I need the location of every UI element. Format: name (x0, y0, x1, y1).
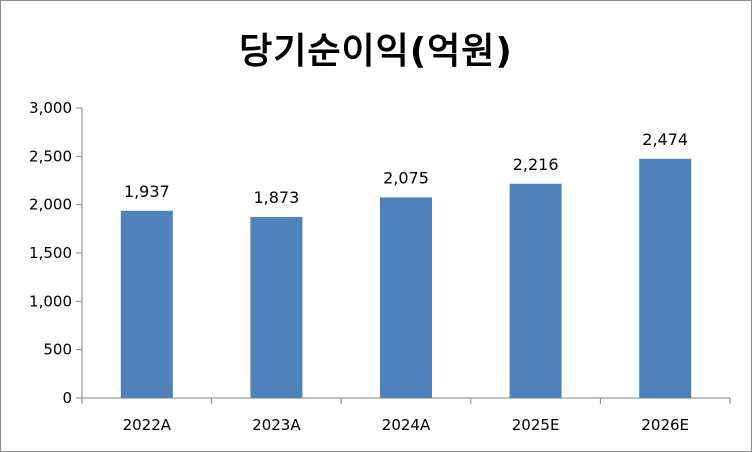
bar-value-label: 2,075 (383, 168, 429, 187)
y-tick-label: 1,000 (29, 292, 72, 310)
y-tick-label: 2,000 (29, 196, 72, 214)
y-tick-label: 0 (62, 389, 72, 407)
data-labels: 1,937 1,873 2,075 2,216 2,474 (124, 130, 688, 207)
x-tick-label: 2023A (252, 416, 301, 434)
axes: 0 500 1,000 1,500 2,000 2,500 3,000 2022A 2023A 2… (29, 99, 731, 434)
bar (120, 210, 173, 398)
bar-value-label: 1,937 (124, 182, 170, 201)
x-tick-label: 2026E (641, 416, 689, 434)
y-tick-label: 3,000 (29, 99, 72, 117)
bar-value-label: 1,873 (253, 188, 299, 207)
x-tick-label: 2025E (512, 416, 560, 434)
bar-value-label: 2,474 (642, 130, 688, 149)
bars (120, 158, 692, 398)
x-tick-label: 2024A (382, 416, 431, 434)
x-tick-label: 2022A (123, 416, 172, 434)
y-tick-label: 500 (43, 341, 72, 359)
bar (509, 183, 562, 398)
bar (380, 197, 432, 398)
chart-title: 당기순이익(억원) (239, 31, 513, 72)
y-tick-label: 2,500 (29, 147, 72, 165)
bar (639, 158, 692, 398)
y-tick-label: 1,500 (29, 244, 72, 262)
bar-value-label: 2,216 (513, 155, 559, 174)
bar (250, 216, 303, 398)
